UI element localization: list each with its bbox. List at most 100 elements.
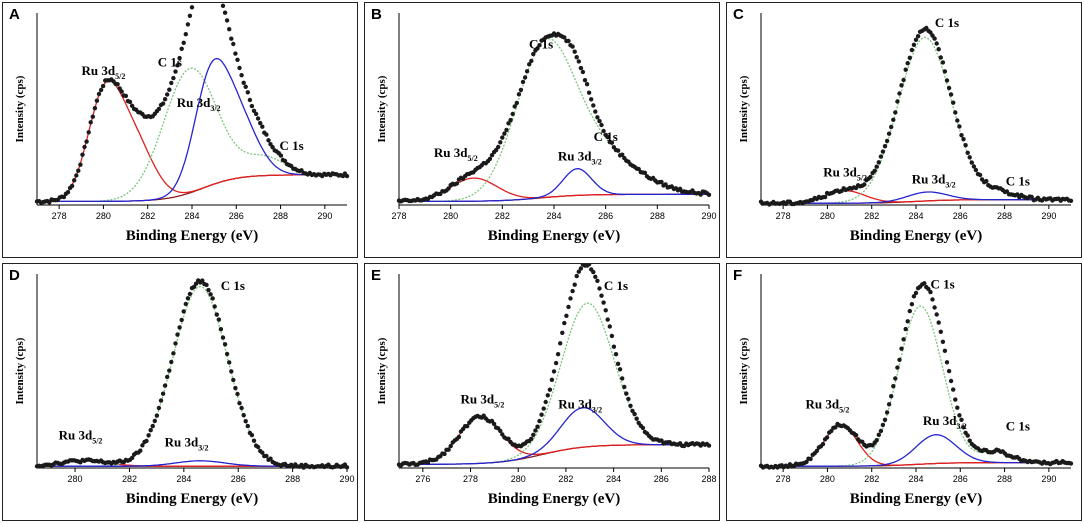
xps-plot-b: 278 280 282 284 286 288 290 Binding Energy (eV)… [376, 13, 717, 244]
peak-annotation: C 1s [158, 54, 182, 69]
background-curve [37, 174, 347, 203]
data-point [506, 121, 511, 126]
data-point [214, 312, 219, 317]
data-point [243, 84, 248, 90]
data-point [549, 377, 555, 382]
data-point [245, 423, 250, 429]
data-point [820, 441, 826, 447]
data-point [535, 424, 540, 429]
data-point [268, 456, 273, 461]
data-point [946, 368, 952, 374]
data-point [193, 281, 199, 286]
x-tick-label: 286 [231, 474, 246, 484]
series-c1s [37, 67, 347, 203]
x-tick-label: 286 [598, 211, 613, 221]
data-point [189, 5, 195, 10]
data-point [882, 144, 888, 149]
data-point [243, 419, 248, 424]
data-point [808, 456, 813, 462]
x-tick-label: 284 [908, 211, 923, 221]
data-point [442, 451, 447, 457]
data-point [204, 282, 209, 288]
data-point [628, 403, 633, 408]
x-tick-label: 286 [953, 211, 968, 221]
x-tick-label: 288 [273, 211, 288, 221]
series-c1s [761, 305, 1071, 467]
peak-annotation: C 1s [1006, 173, 1030, 188]
data-point [150, 423, 155, 429]
data-point [233, 385, 238, 391]
data-point [500, 135, 505, 140]
panel-label: E [371, 267, 382, 284]
data-point [913, 37, 919, 42]
x-axis-label: Binding Energy (eV) [850, 228, 983, 244]
data-point [241, 80, 246, 86]
data-point [496, 144, 501, 150]
data-point [227, 27, 232, 32]
data-point [512, 104, 517, 109]
data-point [640, 425, 646, 431]
peak-annotation: C 1s [280, 138, 304, 153]
data-point [251, 108, 257, 114]
data-point [934, 312, 939, 317]
data-point [177, 325, 182, 330]
series-ru32 [37, 57, 347, 203]
data-point [882, 417, 888, 422]
data-point [586, 264, 592, 267]
data-point [905, 319, 910, 324]
xps-plot-e: 276 278 280 282 284 286 288 Binding Energy (eV)… [376, 264, 717, 507]
data-point [636, 166, 641, 172]
panel-c: C 278 280 282 284 286 288 290 Binding Energy (eV… [726, 2, 1082, 258]
data-point [615, 361, 621, 366]
data-point [237, 65, 242, 71]
data-point [874, 164, 879, 169]
data-point [138, 448, 143, 453]
data-point [942, 69, 948, 74]
data-point [344, 465, 350, 470]
peak-annotation: C 1s [221, 278, 245, 293]
data-point [886, 402, 892, 407]
x-tick-label: 284 [606, 474, 621, 484]
data-point [224, 18, 230, 23]
data-point [212, 304, 217, 309]
data-point [946, 85, 952, 91]
data-point [593, 109, 598, 114]
panel-f: F 278 280 282 284 286 288 290 Binding Energy (eV… [726, 263, 1082, 521]
data-point [179, 317, 184, 323]
x-tick-label: 288 [285, 474, 300, 484]
data-point [84, 139, 89, 144]
data-point [901, 77, 906, 83]
data-point [905, 61, 910, 66]
peak-annotation: Ru 3d5/2 [82, 63, 126, 81]
data-point [953, 397, 958, 402]
data-point [80, 152, 85, 157]
data-point [206, 287, 211, 293]
data-point [514, 100, 519, 106]
data-point [152, 418, 157, 424]
x-tick-label: 280 [443, 211, 458, 221]
data-point [706, 443, 712, 448]
data-point [574, 273, 579, 279]
xps-plot-a: 278 280 282 284 286 288 290 Binding Energy (eV)… [14, 3, 350, 244]
data-point [562, 35, 567, 40]
series-ru32 [761, 434, 1071, 467]
data-point [255, 116, 261, 121]
data-point [897, 91, 902, 96]
data-point [940, 60, 946, 65]
data-point [92, 106, 98, 111]
x-tick-label: 278 [776, 474, 791, 484]
x-tick-label: 282 [558, 474, 573, 484]
data-point [977, 172, 983, 178]
data-point [270, 145, 275, 150]
data-point [893, 110, 898, 115]
data-point [129, 455, 135, 461]
data-point [260, 124, 265, 129]
data-point [266, 138, 271, 143]
panel-a: A 278 280 282 284 286 288 290 Binding Energy (eV… [2, 2, 358, 258]
data-point [572, 49, 577, 54]
data-point [502, 131, 507, 136]
data-point [65, 190, 71, 195]
panel-label: A [9, 6, 20, 23]
x-tick-label: 288 [997, 211, 1012, 221]
peak-annotation: Ru 3d5/2 [806, 397, 850, 415]
